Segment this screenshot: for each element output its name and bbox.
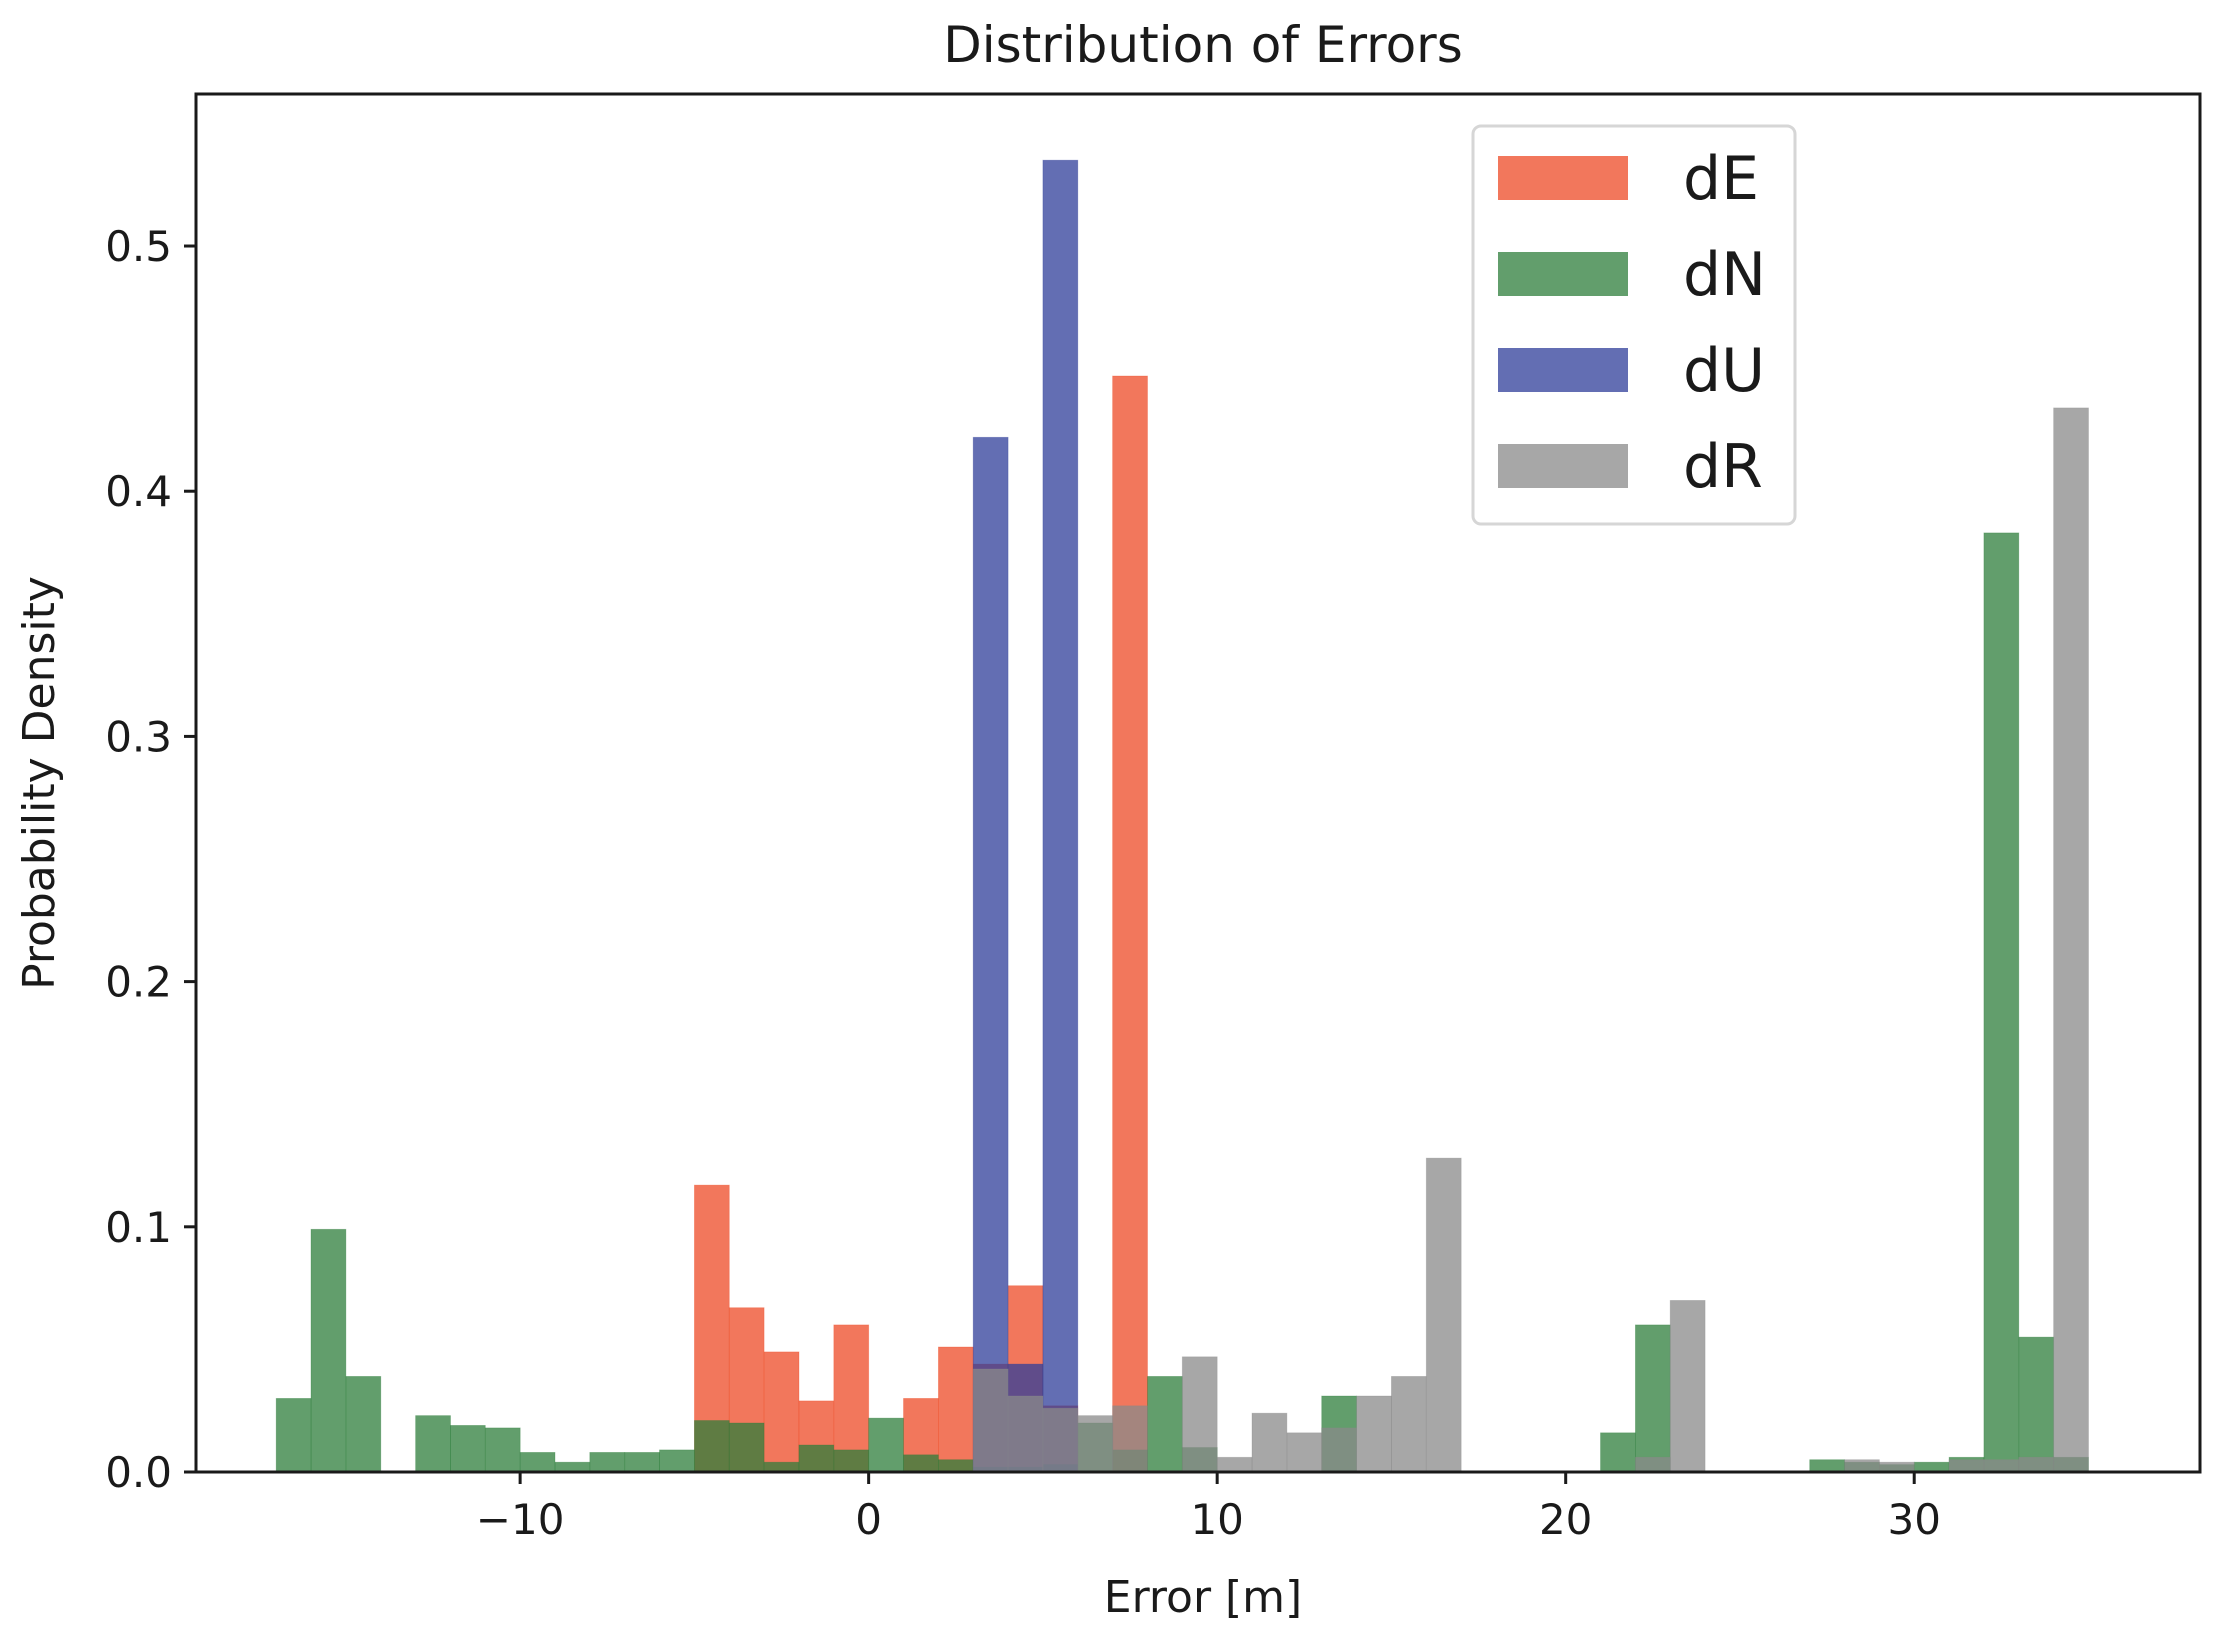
y-tick-label: 0.4 bbox=[105, 467, 172, 516]
legend-swatch-dU bbox=[1498, 348, 1628, 392]
bar-dR bbox=[1077, 1415, 1114, 1473]
bar-dN bbox=[903, 1454, 939, 1473]
legend-box bbox=[1471, 124, 1797, 526]
bar-dN bbox=[345, 1376, 382, 1473]
bar-dN bbox=[589, 1452, 626, 1473]
y-tick-label: 0.3 bbox=[105, 712, 172, 761]
bar-dN bbox=[2018, 1336, 2055, 1473]
bar-dN bbox=[728, 1422, 765, 1473]
legend-swatch-dN bbox=[1498, 252, 1628, 296]
x-axis-label: Error [m] bbox=[1104, 1572, 1302, 1623]
bar-dN bbox=[275, 1398, 312, 1473]
bar-dE bbox=[763, 1351, 800, 1473]
bar-dR bbox=[2053, 407, 2089, 1473]
bar-dR bbox=[1983, 1459, 2020, 1473]
bar-dR bbox=[1356, 1395, 1392, 1473]
bar-dR bbox=[972, 1368, 1009, 1473]
bar-dN bbox=[938, 1459, 974, 1473]
bar-dN bbox=[1983, 532, 2020, 1473]
bar-dE bbox=[938, 1346, 974, 1473]
bar-dR bbox=[1844, 1459, 1880, 1473]
y-tick-label: 0.5 bbox=[105, 222, 172, 271]
bar-dN bbox=[1600, 1432, 1636, 1473]
bar-dN bbox=[798, 1444, 835, 1473]
bar-dR bbox=[1251, 1412, 1288, 1473]
bar-dR bbox=[1181, 1356, 1218, 1473]
series-dU bbox=[972, 159, 1079, 1473]
bar-dR bbox=[1007, 1395, 1044, 1473]
bar-dR bbox=[1321, 1427, 1357, 1473]
bar-dR bbox=[1669, 1300, 1706, 1473]
bar-dN bbox=[449, 1425, 486, 1473]
bar-dR bbox=[2018, 1456, 2055, 1473]
bar-dN bbox=[868, 1417, 904, 1473]
y-tick-label: 0.2 bbox=[105, 958, 172, 1007]
bar-dR bbox=[1216, 1456, 1253, 1473]
bar-dN bbox=[624, 1452, 661, 1473]
bar-dN bbox=[1809, 1459, 1845, 1473]
plot-area-frame bbox=[194, 92, 2202, 1474]
bar-dR bbox=[1042, 1407, 1079, 1473]
bar-dR bbox=[1112, 1405, 1148, 1473]
bar-dU bbox=[972, 436, 1009, 1473]
bar-dR bbox=[1635, 1456, 1671, 1473]
legend-label-dE: dE bbox=[1683, 144, 1759, 214]
bar-dN bbox=[833, 1449, 870, 1473]
bar-dN bbox=[310, 1228, 347, 1473]
x-tick-label: 30 bbox=[1887, 1495, 1940, 1544]
legend: dE dN dU dR bbox=[1471, 124, 1797, 526]
legend-swatch-dR bbox=[1498, 444, 1628, 488]
y-tick-label: 0.1 bbox=[105, 1203, 172, 1252]
bar-dR bbox=[1948, 1459, 1985, 1473]
bar-dN bbox=[415, 1415, 451, 1473]
x-axis-ticks: −10 0 10 20 30 bbox=[476, 1472, 1941, 1544]
histogram-bars bbox=[275, 159, 2089, 1473]
bar-dE bbox=[1112, 375, 1148, 1473]
bar-dN bbox=[694, 1420, 730, 1473]
bar-dN bbox=[659, 1449, 695, 1473]
x-tick-label: 10 bbox=[1190, 1495, 1243, 1544]
bar-dN bbox=[484, 1427, 521, 1473]
x-tick-label: 0 bbox=[855, 1495, 882, 1544]
chart-title: Distribution of Errors bbox=[943, 16, 1463, 74]
x-tick-label: −10 bbox=[476, 1495, 565, 1544]
legend-swatch-dE bbox=[1498, 156, 1628, 200]
legend-label-dU: dU bbox=[1683, 336, 1765, 406]
series-dE bbox=[694, 375, 1148, 1473]
y-tick-label: 0.0 bbox=[105, 1448, 172, 1497]
bar-dN bbox=[1635, 1324, 1671, 1473]
y-axis-label: Probability Density bbox=[14, 576, 65, 990]
x-tick-label: 20 bbox=[1539, 1495, 1592, 1544]
legend-label-dN: dN bbox=[1683, 240, 1766, 310]
y-axis-ticks: 0.0 0.1 0.2 0.3 0.4 0.5 bbox=[105, 222, 196, 1497]
bar-dU bbox=[1042, 159, 1079, 1473]
bar-dR bbox=[1391, 1376, 1427, 1473]
legend-label-dR: dR bbox=[1683, 432, 1763, 502]
bar-dR bbox=[1286, 1432, 1323, 1473]
bar-dN bbox=[1147, 1376, 1183, 1473]
bar-dN bbox=[519, 1452, 556, 1473]
bar-dR bbox=[1425, 1157, 1462, 1473]
